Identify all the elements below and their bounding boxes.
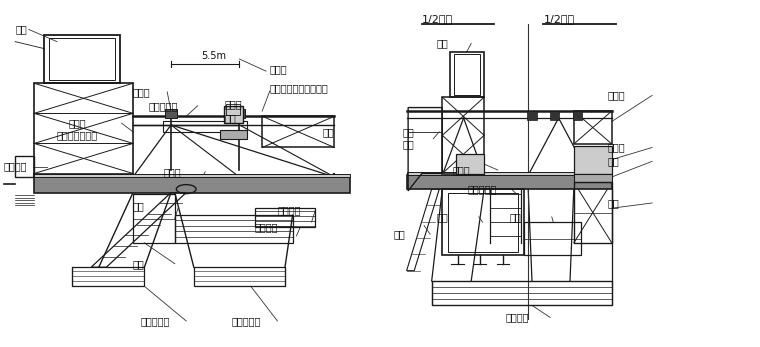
Bar <box>49 38 115 80</box>
Text: 后轮架: 后轮架 <box>452 165 470 175</box>
Bar <box>72 267 144 286</box>
Text: 5.5m: 5.5m <box>201 51 226 60</box>
Text: 前短架: 前短架 <box>224 99 242 109</box>
Bar <box>165 109 177 118</box>
Text: 走行轮: 走行轮 <box>163 167 181 177</box>
Bar <box>448 193 518 252</box>
Bar <box>454 54 480 95</box>
Text: 压重: 压重 <box>15 25 27 34</box>
Bar <box>34 174 350 177</box>
Bar <box>262 116 334 147</box>
Bar <box>574 174 612 182</box>
Bar <box>442 97 484 174</box>
Bar <box>34 177 350 193</box>
Bar <box>133 194 175 243</box>
Text: （附脚手平台）: （附脚手平台） <box>57 130 98 140</box>
Text: 后吊杆: 后吊杆 <box>133 87 150 97</box>
Bar <box>407 172 612 175</box>
Bar <box>15 156 34 177</box>
Text: 悬吊侧横梁: 悬吊侧横梁 <box>148 101 178 111</box>
Text: 底模平台: 底模平台 <box>505 313 529 322</box>
Text: 内模: 内模 <box>437 212 448 222</box>
Text: 垫座: 垫座 <box>224 113 236 123</box>
Text: 斜梯: 斜梯 <box>133 259 144 269</box>
Text: 侧模: 侧模 <box>133 202 144 211</box>
Bar <box>34 83 133 174</box>
Text: 底模平台: 底模平台 <box>255 222 278 232</box>
Bar <box>163 121 247 132</box>
Bar <box>220 130 247 139</box>
Bar <box>226 104 240 115</box>
Text: 吊架及横联: 吊架及横联 <box>467 184 497 194</box>
Text: 1/2前视: 1/2前视 <box>543 14 575 24</box>
Bar <box>573 111 582 120</box>
Bar <box>432 281 612 305</box>
Text: 锚固: 锚固 <box>403 127 414 137</box>
Bar <box>574 146 612 174</box>
Bar <box>44 35 120 83</box>
Text: 斜梯: 斜梯 <box>394 229 405 239</box>
Text: 底模: 底模 <box>509 212 521 222</box>
Text: 锚固结构: 锚固结构 <box>4 162 27 171</box>
Text: 前支承横梁: 前支承横梁 <box>232 316 261 326</box>
Text: 侧模: 侧模 <box>608 198 619 208</box>
Text: 前吊杆: 前吊杆 <box>270 65 287 74</box>
Bar <box>450 52 484 97</box>
Text: 前长架: 前长架 <box>608 91 625 100</box>
Text: 吊架: 吊架 <box>323 127 334 137</box>
Bar <box>456 154 484 174</box>
Bar <box>175 215 293 243</box>
Bar <box>442 189 524 255</box>
Bar <box>574 182 612 243</box>
Text: 1/2后视: 1/2后视 <box>422 14 453 24</box>
Text: 前短架: 前短架 <box>608 143 625 152</box>
Bar <box>224 106 243 123</box>
Bar <box>574 111 612 144</box>
Bar <box>524 222 581 255</box>
Text: 结构: 结构 <box>403 139 414 149</box>
Bar <box>255 208 315 227</box>
Bar <box>407 175 612 189</box>
Bar <box>527 111 537 120</box>
Text: 后长梁: 后长梁 <box>68 118 86 128</box>
Text: 垫座: 垫座 <box>608 156 619 166</box>
Bar <box>194 267 285 286</box>
Text: 前长梁（附脚手平台）: 前长梁（附脚手平台） <box>270 84 328 93</box>
Bar <box>233 109 245 118</box>
Bar <box>550 111 559 120</box>
Text: 后支承横梁: 后支承横梁 <box>141 316 170 326</box>
Text: 张拉平台: 张拉平台 <box>277 205 301 215</box>
Text: 压重: 压重 <box>437 39 448 48</box>
